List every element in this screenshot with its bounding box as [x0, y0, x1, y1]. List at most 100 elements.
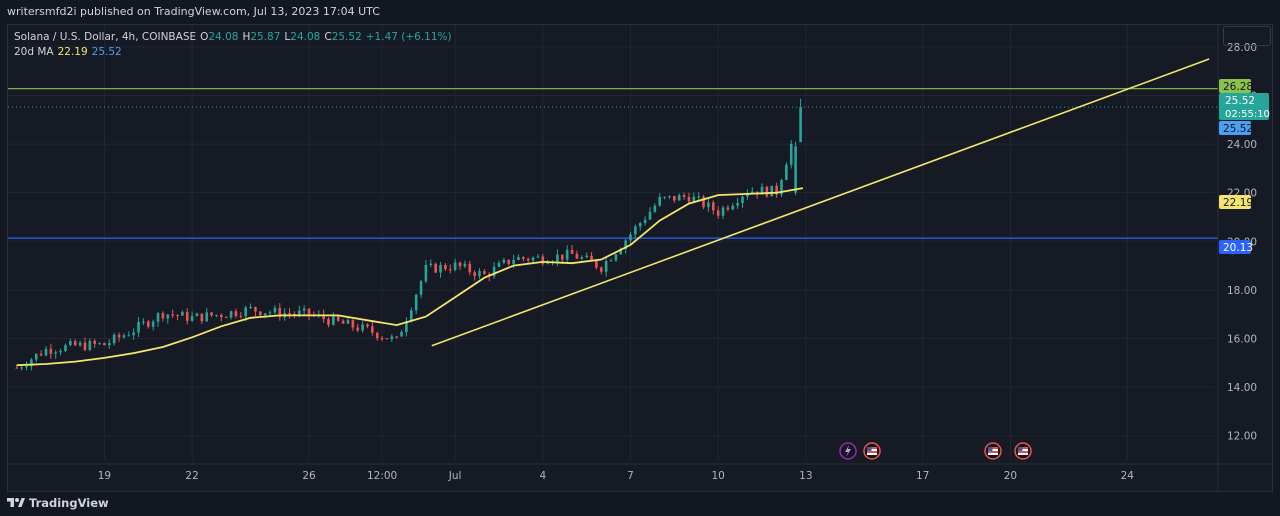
candle — [200, 313, 204, 322]
candle — [414, 294, 418, 311]
candle — [278, 307, 282, 318]
candle — [741, 196, 744, 203]
candle — [614, 254, 618, 261]
candle — [658, 196, 662, 206]
candle — [536, 256, 540, 258]
countdown-tag: 02:55:10 — [1225, 109, 1270, 120]
candle — [789, 143, 793, 165]
candle — [483, 271, 486, 275]
candle — [49, 348, 53, 354]
open-label: O — [200, 31, 209, 43]
candle — [760, 186, 764, 195]
trendline[interactable] — [431, 58, 1210, 347]
candle — [492, 266, 496, 277]
candle — [429, 263, 433, 266]
x-tick-label: 7 — [627, 470, 634, 482]
tradingview-logo[interactable]: TradingView — [7, 496, 109, 510]
candle — [405, 321, 408, 333]
candle — [453, 262, 457, 270]
candle — [185, 311, 189, 321]
candle — [604, 260, 608, 272]
candle — [580, 257, 584, 259]
candle — [34, 353, 38, 360]
us-flag-event-icon[interactable] — [984, 442, 1002, 460]
high-label: H — [242, 31, 251, 43]
candle — [88, 340, 92, 350]
y-tick-label: 16.00 — [1227, 333, 1257, 345]
event-markers — [839, 442, 1032, 460]
candle — [341, 320, 345, 324]
x-tick-label: 22 — [185, 470, 198, 482]
dividend-event-icon[interactable] — [839, 442, 857, 460]
flag-stripe — [867, 451, 877, 453]
candle — [634, 226, 637, 235]
chart-settings-box[interactable] — [1223, 26, 1271, 46]
candle — [215, 314, 218, 316]
symbol-description[interactable]: Solana / U.S. Dollar, 4h, COINBASE — [14, 31, 197, 43]
candle — [565, 249, 569, 260]
candle — [707, 202, 710, 208]
x-tick-label: 4 — [539, 470, 546, 482]
flag-canton — [867, 447, 872, 451]
candle — [400, 332, 403, 337]
y-tick-label: 12.00 — [1227, 431, 1257, 443]
chart-pane[interactable] — [7, 24, 1273, 492]
ohlc-row: Solana / U.S. Dollar, 4h, COINBASE O 24.0… — [14, 30, 452, 45]
candle — [478, 271, 481, 277]
candle — [526, 258, 530, 261]
candle — [166, 314, 170, 319]
candle — [702, 196, 705, 208]
candle — [712, 202, 715, 211]
candle — [83, 342, 87, 350]
x-tick-label: Jul — [448, 470, 462, 482]
us-flag-event-icon[interactable] — [1014, 442, 1032, 460]
candle — [424, 265, 428, 282]
candle — [351, 320, 355, 328]
candle — [254, 306, 257, 312]
flag-stripe — [867, 447, 877, 449]
low-label: L — [284, 31, 291, 43]
candle — [307, 308, 311, 315]
candle — [117, 334, 121, 338]
ma-label[interactable]: 20d MA — [14, 46, 54, 58]
y-tick-label: 18.00 — [1227, 285, 1257, 297]
candle — [220, 314, 223, 318]
candle — [609, 260, 613, 262]
candle — [161, 313, 165, 319]
candle — [390, 336, 394, 340]
us-flag-event-icon[interactable] — [863, 442, 881, 460]
candle — [643, 219, 647, 224]
candle — [638, 223, 642, 227]
candle — [190, 316, 194, 321]
candle — [151, 321, 155, 327]
ma-value-tag-bg — [1219, 195, 1251, 209]
candle — [54, 352, 58, 354]
ma-last-tag: 25.52 — [1223, 123, 1253, 135]
flag-stripe — [1018, 447, 1028, 449]
x-axis[interactable]: 19 22 26 12:00 Jul 4 7 10 13 17 20 24 — [8, 463, 1272, 482]
candle — [663, 196, 666, 198]
candle — [356, 327, 360, 331]
candle — [775, 185, 778, 195]
candle — [127, 335, 131, 337]
candle — [210, 312, 213, 316]
candle — [502, 259, 506, 263]
x-tick-label: 12:00 — [367, 470, 397, 482]
candle — [677, 195, 681, 201]
candle — [15, 367, 19, 369]
candle — [171, 314, 174, 316]
candle — [361, 324, 364, 331]
candle — [410, 310, 413, 322]
candle — [575, 253, 579, 259]
flag-canton — [988, 447, 993, 451]
ma-row: 20d MA 22.19 25.52 — [14, 45, 452, 60]
ma-last-tag-bg — [1219, 121, 1251, 135]
candle — [746, 193, 749, 197]
candle — [132, 332, 135, 336]
moving-average — [16, 187, 804, 367]
last-price-tag: 25.52 — [1225, 95, 1255, 107]
candle — [444, 264, 447, 270]
candle — [648, 211, 652, 220]
candle — [103, 343, 106, 346]
